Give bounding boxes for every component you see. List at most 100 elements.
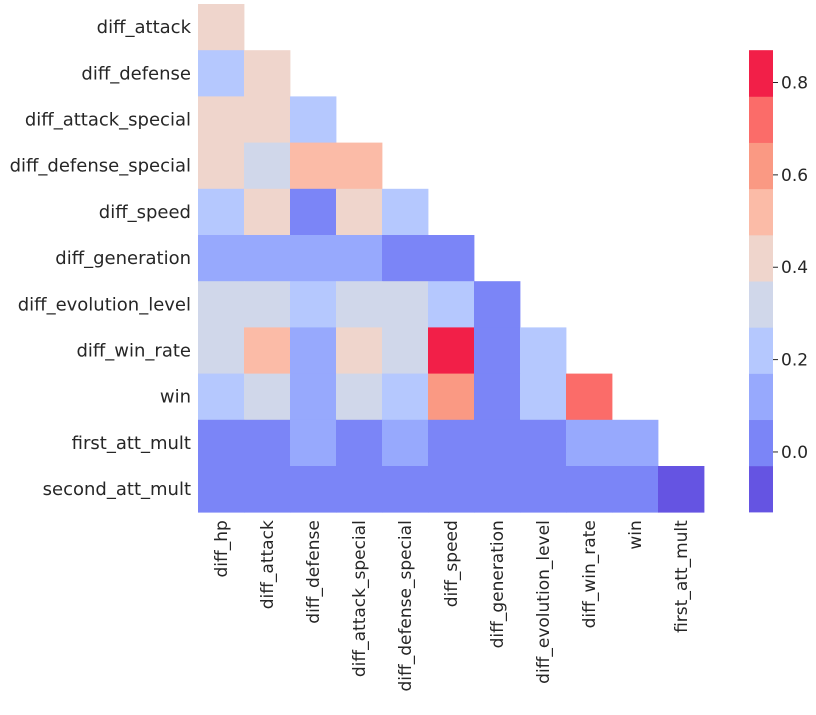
heatmap-cell (428, 466, 475, 513)
x-tick-label: diff_defense (304, 520, 324, 624)
x-tick-label: win (626, 520, 646, 549)
heatmap-cell (566, 373, 613, 421)
heatmap-cell (198, 373, 245, 421)
heatmap-cell (290, 142, 337, 190)
heatmap-cell (336, 419, 383, 467)
heatmap-cell (198, 281, 245, 328)
x-tick-label: first_att_mult (672, 520, 692, 633)
heatmap-cell (244, 50, 291, 97)
heatmap-cell (474, 373, 521, 421)
heatmap-cell (336, 281, 383, 328)
heatmap-cell (336, 142, 383, 190)
heatmap-cell (198, 327, 245, 374)
heatmap-cell (382, 327, 429, 374)
heatmap-cell (520, 327, 567, 374)
heatmap-cell (198, 466, 245, 513)
heatmap-cell (244, 188, 291, 236)
heatmap-cell (290, 466, 337, 513)
heatmap-cell (474, 281, 521, 328)
colorbar-tick-label: 0.8 (781, 74, 808, 94)
heatmap-cell (290, 419, 337, 467)
heatmap-cell (290, 188, 337, 236)
heatmap-cell (290, 373, 337, 421)
heatmap-cell (566, 419, 613, 467)
y-tick-label: diff_generation (55, 248, 191, 269)
heatmap-cell (382, 373, 429, 421)
x-tick-label: diff_attack (258, 520, 278, 609)
heatmap-cell (290, 281, 337, 328)
y-tick-label: diff_attack_special (25, 110, 191, 131)
heatmap-cell (428, 235, 475, 282)
colorbar-segment (749, 419, 773, 467)
heatmap-cell (244, 142, 291, 190)
colorbar-segment (749, 281, 773, 328)
heatmap-cell (336, 327, 383, 374)
heatmap-cell (474, 419, 521, 467)
heatmap-cell (290, 96, 337, 143)
heatmap-cell (428, 373, 475, 421)
heatmap-cell (428, 419, 475, 467)
colorbar-segment (749, 96, 773, 143)
heatmap-cell (382, 281, 429, 328)
x-tick-label: diff_win_rate (580, 520, 600, 628)
heatmap-cell (336, 188, 383, 236)
heatmap-cell (336, 235, 383, 282)
heatmap-cell (244, 373, 291, 421)
colorbar-segment (749, 142, 773, 190)
y-tick-label: diff_speed (99, 202, 191, 223)
heatmap-cell (520, 373, 567, 421)
colorbar-segment (749, 50, 773, 97)
heatmap-cell (198, 419, 245, 467)
x-tick-label: diff_defense_special (396, 520, 416, 691)
heatmap-cell (336, 373, 383, 421)
heatmap-cell (428, 327, 475, 374)
heatmap-cell (382, 235, 429, 282)
heatmap-cell (336, 466, 383, 513)
heatmap-cell (198, 50, 245, 97)
heatmap-cell (382, 188, 429, 236)
x-tick-label: diff_hp (212, 520, 232, 577)
heatmap-cell (658, 466, 705, 513)
heatmap-cell (198, 188, 245, 236)
colorbar-tick-label: 0.6 (781, 166, 808, 186)
heatmap-cell (474, 466, 521, 513)
y-tick-label: diff_evolution_level (18, 294, 191, 315)
x-tick-label: diff_evolution_level (534, 520, 554, 684)
heatmap-cell (520, 466, 567, 513)
y-tick-label: second_att_mult (43, 479, 191, 500)
y-tick-label: diff_win_rate (76, 341, 191, 362)
colorbar-tick-label: 0.4 (781, 258, 808, 278)
y-tick-label: first_att_mult (72, 433, 191, 454)
y-tick-label: win (160, 387, 191, 408)
heatmap-cell (612, 466, 659, 513)
x-tick-label: diff_attack_special (350, 520, 370, 677)
heatmap-cell (198, 235, 245, 282)
colorbar-tick-label: 0.2 (781, 351, 808, 371)
heatmap-cell (244, 235, 291, 282)
heatmap-cell (244, 466, 291, 513)
heatmap-cell (612, 419, 659, 467)
heatmap-cell (244, 281, 291, 328)
y-tick-label: diff_defense_special (10, 156, 191, 177)
heatmap-cell (244, 419, 291, 467)
heatmap-cell (198, 96, 245, 143)
heatmap-cell (198, 142, 245, 190)
heatmap-cell (520, 419, 567, 467)
heatmap-cell (428, 281, 475, 328)
colorbar-segment (749, 327, 773, 374)
x-tick-label: diff_generation (488, 520, 508, 648)
y-tick-label: diff_defense (81, 63, 191, 84)
y-tick-label: diff_attack (97, 17, 192, 38)
heatmap-cell (566, 466, 613, 513)
heatmap-cell (382, 466, 429, 513)
colorbar-segment (749, 234, 773, 282)
colorbar-tick-label: 0.0 (781, 443, 808, 463)
heatmap-cell (244, 327, 291, 374)
heatmap-cell (198, 4, 245, 51)
x-tick-label: diff_speed (442, 520, 462, 607)
heatmap-cell (382, 419, 429, 467)
colorbar-segment (749, 188, 773, 236)
heatmap-cell (244, 96, 291, 143)
heatmap-cell (290, 235, 337, 282)
